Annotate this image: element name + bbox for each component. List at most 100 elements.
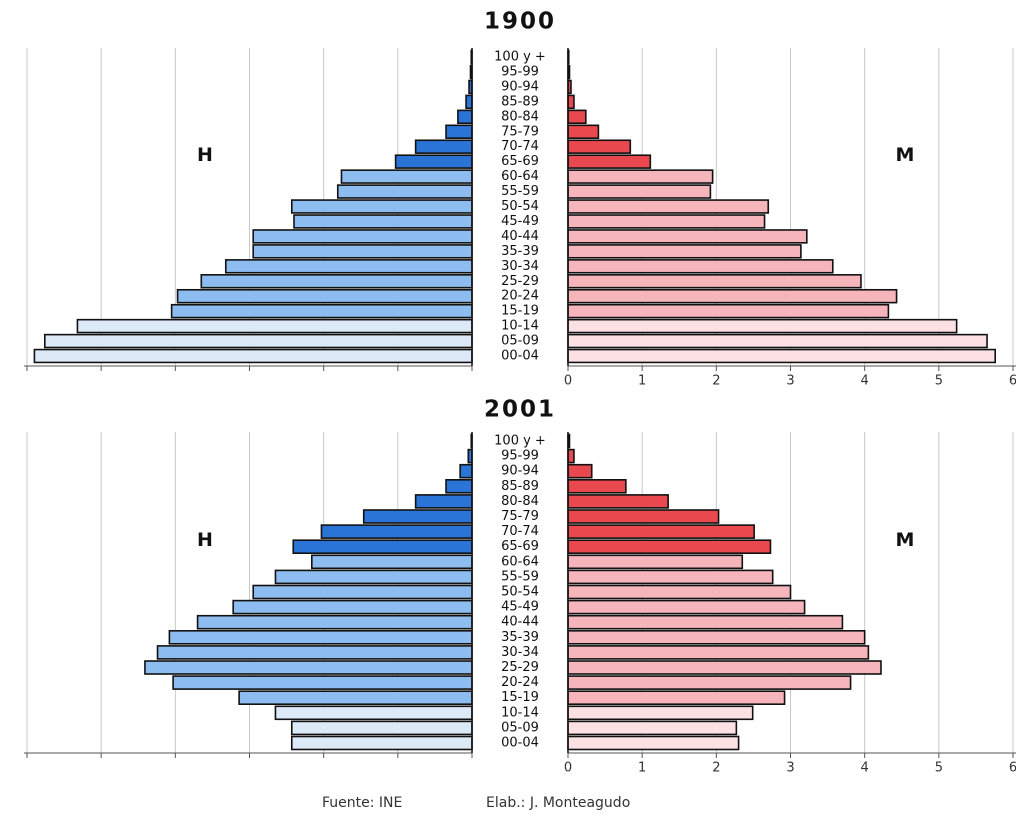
age-label: 80-84: [501, 109, 539, 124]
age-label: 40-44: [501, 229, 539, 244]
bar: [567, 333, 988, 349]
bar: [459, 463, 473, 479]
bar: [567, 229, 808, 244]
bar: [567, 184, 712, 199]
bar: [144, 660, 473, 675]
x-tick-label: 6: [1009, 761, 1016, 776]
bar: [567, 690, 786, 705]
age-label: 100 y +: [494, 434, 546, 449]
bar: [567, 109, 587, 125]
age-label: 35-39: [501, 630, 539, 645]
bar: [336, 184, 473, 199]
bar: [445, 124, 473, 139]
bar: [200, 274, 473, 289]
footer-source: Fuente: INE: [322, 795, 402, 811]
age-label: 00-04: [501, 736, 539, 751]
age-label: 80-84: [501, 494, 539, 509]
bar: [567, 630, 866, 645]
age-label: 20-24: [501, 289, 539, 304]
bar: [567, 199, 770, 214]
bar: [252, 244, 473, 259]
age-label: 100 y +: [494, 50, 546, 65]
age-label: 40-44: [501, 615, 539, 630]
age-label: 10-14: [501, 705, 539, 720]
age-label: 75-79: [501, 124, 539, 139]
footer-author: Elab.: J. Monteagudo: [486, 795, 630, 811]
x-tick-label: 2: [712, 374, 720, 389]
bar: [290, 199, 473, 214]
bar: [290, 735, 473, 751]
age-label: 30-34: [501, 259, 539, 274]
bar: [43, 333, 473, 349]
bar: [567, 479, 627, 494]
bar: [567, 599, 806, 615]
bar: [465, 94, 473, 110]
bar: [567, 735, 740, 751]
age-label: 70-74: [501, 524, 539, 539]
x-tick-label: 2: [712, 761, 720, 776]
bar: [567, 303, 890, 319]
bar: [320, 524, 473, 539]
bar: [567, 244, 802, 259]
age-label: 65-69: [501, 154, 539, 169]
age-label: 10-14: [501, 319, 539, 334]
x-tick-label: 3: [786, 374, 794, 389]
age-label: 30-34: [501, 645, 539, 660]
bar: [567, 154, 652, 169]
age-label: 55-59: [501, 184, 539, 199]
age-label: 70-74: [501, 139, 539, 154]
bar: [274, 569, 473, 585]
bar: [238, 690, 473, 705]
age-label: 00-04: [501, 349, 539, 364]
age-label: 45-49: [501, 214, 539, 229]
age-label: 95-99: [501, 449, 539, 464]
bar: [567, 463, 593, 479]
bar: [293, 214, 473, 229]
bar: [414, 139, 473, 154]
age-label: 25-29: [501, 660, 539, 675]
bar: [567, 169, 714, 184]
x-tick-label: 6: [1009, 374, 1016, 389]
bar: [457, 109, 473, 125]
bar: [567, 509, 720, 524]
bar: [567, 259, 834, 274]
age-label: 60-64: [501, 169, 539, 184]
x-tick-label: 5: [935, 374, 943, 389]
bar: [567, 274, 862, 289]
bar: [176, 288, 473, 304]
age-label: 60-64: [501, 554, 539, 569]
chart-title: 2001: [484, 397, 556, 423]
bar: [196, 614, 473, 630]
bar: [340, 169, 473, 184]
x-tick-label: 3: [786, 761, 794, 776]
age-label: 65-69: [501, 539, 539, 554]
bar: [394, 154, 473, 169]
bar: [76, 318, 473, 334]
bar: [567, 524, 755, 539]
bar: [567, 94, 575, 110]
bar: [567, 448, 575, 464]
age-label: 50-54: [501, 585, 539, 600]
bar: [252, 584, 473, 600]
bar: [567, 539, 772, 554]
bar: [567, 675, 852, 690]
age-label: 85-89: [501, 479, 539, 494]
bar: [567, 614, 844, 630]
bar: [445, 479, 473, 494]
x-tick-label: 1: [638, 374, 646, 389]
bar: [567, 494, 669, 509]
series-label: H: [197, 529, 213, 551]
bar: [362, 509, 473, 524]
bar: [232, 599, 473, 615]
bar: [310, 554, 473, 570]
age-label: 25-29: [501, 274, 539, 289]
age-label: 50-54: [501, 199, 539, 214]
x-tick-label: 0: [564, 374, 572, 389]
x-tick-label: 0: [564, 761, 572, 776]
bar: [292, 539, 473, 554]
bar: [33, 348, 473, 364]
chart-title: 1900: [484, 9, 556, 35]
x-tick-label: 4: [861, 761, 869, 776]
age-label: 35-39: [501, 244, 539, 259]
